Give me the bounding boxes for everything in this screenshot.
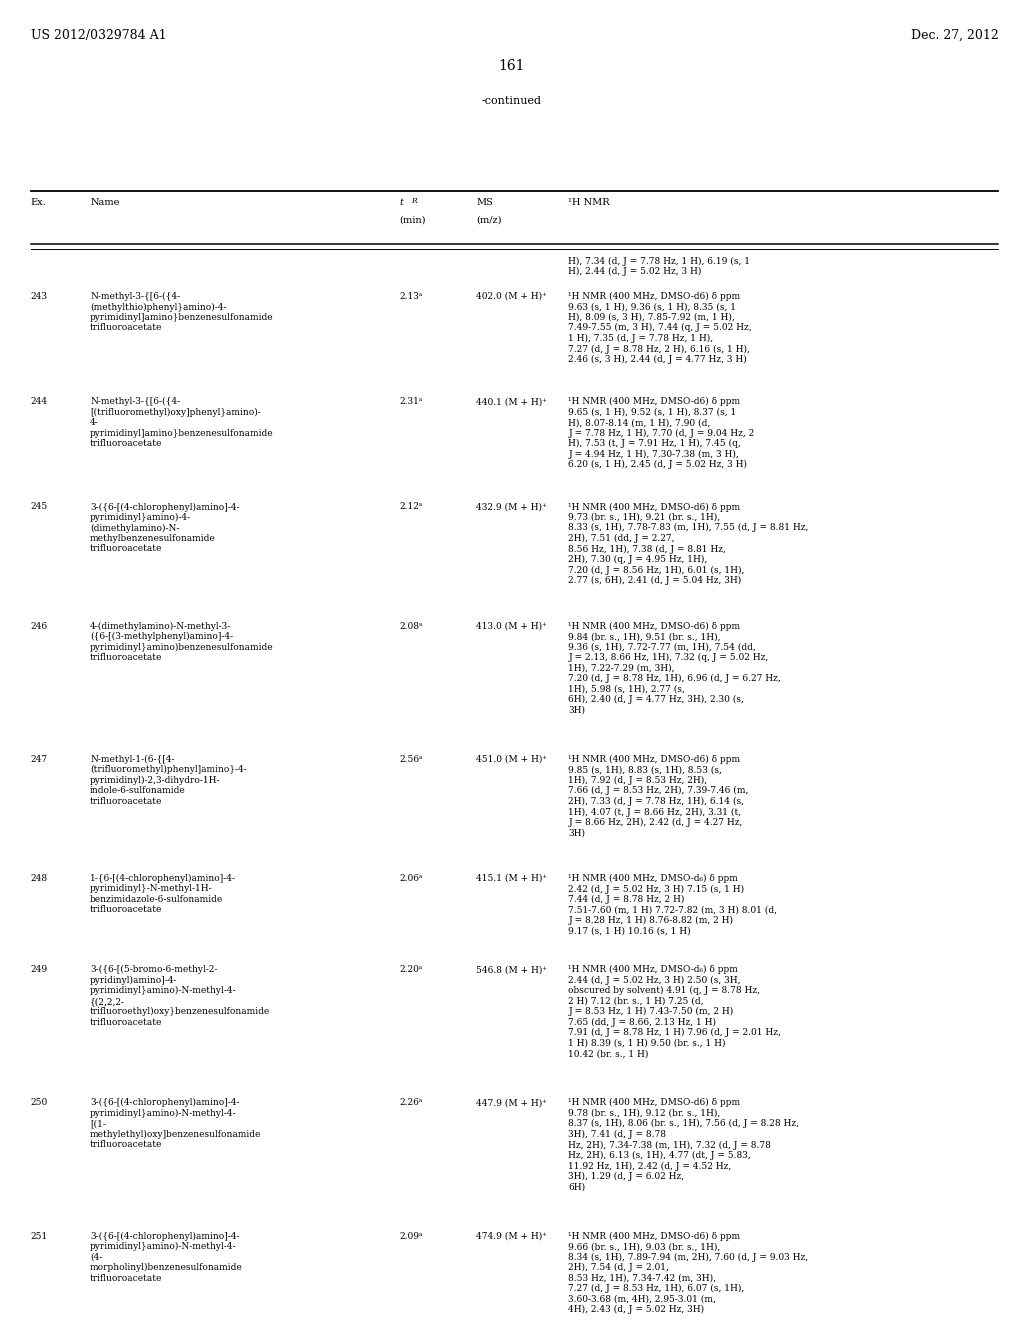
Text: 2.20ᵃ: 2.20ᵃ [399,965,423,974]
Text: 248: 248 [31,874,48,883]
Text: 250: 250 [31,1098,48,1107]
Text: Ex.: Ex. [31,198,46,207]
Text: 2.56ᵃ: 2.56ᵃ [399,755,423,764]
Text: 249: 249 [31,965,48,974]
Text: 2.09ᵃ: 2.09ᵃ [399,1232,423,1241]
Text: 3-({6-[(4-chlorophenyl)amino]-4-
pyrimidinyl}amino)-N-methyl-4-
(4-
morpholinyl): 3-({6-[(4-chlorophenyl)amino]-4- pyrimid… [90,1232,243,1283]
Text: ¹H NMR (400 MHz, DMSO-d6) δ ppm
9.85 (s, 1H), 8.83 (s, 1H), 8.53 (s,
1H), 7.92 (: ¹H NMR (400 MHz, DMSO-d6) δ ppm 9.85 (s,… [568,755,749,837]
Text: 413.0 (M + H)⁺: 413.0 (M + H)⁺ [476,622,547,631]
Text: 4-(dimethylamino)-N-methyl-3-
({6-[(3-methylphenyl)amino]-4-
pyrimidinyl}amino)b: 4-(dimethylamino)-N-methyl-3- ({6-[(3-me… [90,622,273,663]
Text: 251: 251 [31,1232,48,1241]
Text: 432.9 (M + H)⁺: 432.9 (M + H)⁺ [476,503,547,511]
Text: ¹H NMR (400 MHz, DMSO-d6) δ ppm
9.63 (s, 1 H), 9.36 (s, 1 H), 8.35 (s, 1
H), 8.0: ¹H NMR (400 MHz, DMSO-d6) δ ppm 9.63 (s,… [568,292,752,364]
Text: US 2012/0329784 A1: US 2012/0329784 A1 [31,29,166,42]
Text: 2.26ᵃ: 2.26ᵃ [399,1098,423,1107]
Text: N-methyl-3-{[6-({4-
[(trifluoromethyl)oxy]phenyl}amino)-
4-
pyrimidinyl]amino}be: N-methyl-3-{[6-({4- [(trifluoromethyl)ox… [90,397,273,447]
Text: ¹H NMR: ¹H NMR [568,198,610,207]
Text: 246: 246 [31,622,48,631]
Text: 244: 244 [31,397,48,407]
Text: 243: 243 [31,292,48,301]
Text: t: t [399,198,403,207]
Text: H), 7.34 (d, J = 7.78 Hz, 1 H), 6.19 (s, 1
H), 2.44 (d, J = 5.02 Hz, 3 H): H), 7.34 (d, J = 7.78 Hz, 1 H), 6.19 (s,… [568,256,751,276]
Text: ¹H NMR (400 MHz, DMSO-d₆) δ ppm
2.44 (d, J = 5.02 Hz, 3 H) 2.50 (s, 3H,
obscured: ¹H NMR (400 MHz, DMSO-d₆) δ ppm 2.44 (d,… [568,965,781,1059]
Text: 3-({6-[(4-chlorophenyl)amino]-4-
pyrimidinyl}amino)-4-
(dimethylamino)-N-
methyl: 3-({6-[(4-chlorophenyl)amino]-4- pyrimid… [90,503,240,553]
Text: ¹H NMR (400 MHz, DMSO-d6) δ ppm
9.73 (br. s., 1H), 9.21 (br. s., 1H),
8.33 (s, 1: ¹H NMR (400 MHz, DMSO-d6) δ ppm 9.73 (br… [568,503,809,585]
Text: Name: Name [90,198,120,207]
Text: 546.8 (M + H)⁺: 546.8 (M + H)⁺ [476,965,547,974]
Text: (min): (min) [399,215,426,224]
Text: ¹H NMR (400 MHz, DMSO-d6) δ ppm
9.78 (br. s., 1H), 9.12 (br. s., 1H),
8.37 (s, 1: ¹H NMR (400 MHz, DMSO-d6) δ ppm 9.78 (br… [568,1098,800,1192]
Text: 2.13ᵃ: 2.13ᵃ [399,292,423,301]
Text: ¹H NMR (400 MHz, DMSO-d6) δ ppm
9.66 (br. s., 1H), 9.03 (br. s., 1H),
8.34 (s, 1: ¹H NMR (400 MHz, DMSO-d6) δ ppm 9.66 (br… [568,1232,808,1315]
Text: 451.0 (M + H)⁺: 451.0 (M + H)⁺ [476,755,547,764]
Text: 474.9 (M + H)⁺: 474.9 (M + H)⁺ [476,1232,547,1241]
Text: 3-({6-[(4-chlorophenyl)amino]-4-
pyrimidinyl}amino)-N-methyl-4-
[(1-
methylethyl: 3-({6-[(4-chlorophenyl)amino]-4- pyrimid… [90,1098,261,1150]
Text: 161: 161 [499,59,525,74]
Text: (m/z): (m/z) [476,215,502,224]
Text: N-methyl-3-{[6-({4-
(methylthio)phenyl}amino)-4-
pyrimidinyl]amino}benzenesulfon: N-methyl-3-{[6-({4- (methylthio)phenyl}a… [90,292,273,333]
Text: MS: MS [476,198,493,207]
Text: ¹H NMR (400 MHz, DMSO-d₆) δ ppm
2.42 (d, J = 5.02 Hz, 3 H) 7.15 (s, 1 H)
7.44 (d: ¹H NMR (400 MHz, DMSO-d₆) δ ppm 2.42 (d,… [568,874,777,936]
Text: 2.06ᵃ: 2.06ᵃ [399,874,423,883]
Text: 245: 245 [31,503,48,511]
Text: ¹H NMR (400 MHz, DMSO-d6) δ ppm
9.65 (s, 1 H), 9.52 (s, 1 H), 8.37 (s, 1
H), 8.0: ¹H NMR (400 MHz, DMSO-d6) δ ppm 9.65 (s,… [568,397,755,470]
Text: Dec. 27, 2012: Dec. 27, 2012 [910,29,998,42]
Text: 2.08ᵃ: 2.08ᵃ [399,622,423,631]
Text: 247: 247 [31,755,48,764]
Text: 1-{6-[(4-chlorophenyl)amino]-4-
pyrimidinyl}-N-methyl-1H-
benzimidazole-6-sulfon: 1-{6-[(4-chlorophenyl)amino]-4- pyrimidi… [90,874,237,915]
Text: 2.12ᵃ: 2.12ᵃ [399,503,423,511]
Text: 402.0 (M + H)⁺: 402.0 (M + H)⁺ [476,292,547,301]
Text: 447.9 (M + H)⁺: 447.9 (M + H)⁺ [476,1098,547,1107]
Text: N-methyl-1-(6-{[4-
(trifluoromethyl)phenyl]amino}-4-
pyrimidinyl)-2,3-dihydro-1H: N-methyl-1-(6-{[4- (trifluoromethyl)phen… [90,755,247,805]
Text: -continued: -continued [482,96,542,107]
Text: 2.31ᵃ: 2.31ᵃ [399,397,423,407]
Text: 415.1 (M + H)⁺: 415.1 (M + H)⁺ [476,874,547,883]
Text: 3-({6-[(5-bromo-6-methyl-2-
pyridinyl)amino]-4-
pyrimidinyl}amino)-N-methyl-4-
{: 3-({6-[(5-bromo-6-methyl-2- pyridinyl)am… [90,965,270,1027]
Text: 440.1 (M + H)⁺: 440.1 (M + H)⁺ [476,397,547,407]
Text: R: R [411,197,417,205]
Text: ¹H NMR (400 MHz, DMSO-d6) δ ppm
9.84 (br. s., 1H), 9.51 (br. s., 1H),
9.36 (s, 1: ¹H NMR (400 MHz, DMSO-d6) δ ppm 9.84 (br… [568,622,781,714]
